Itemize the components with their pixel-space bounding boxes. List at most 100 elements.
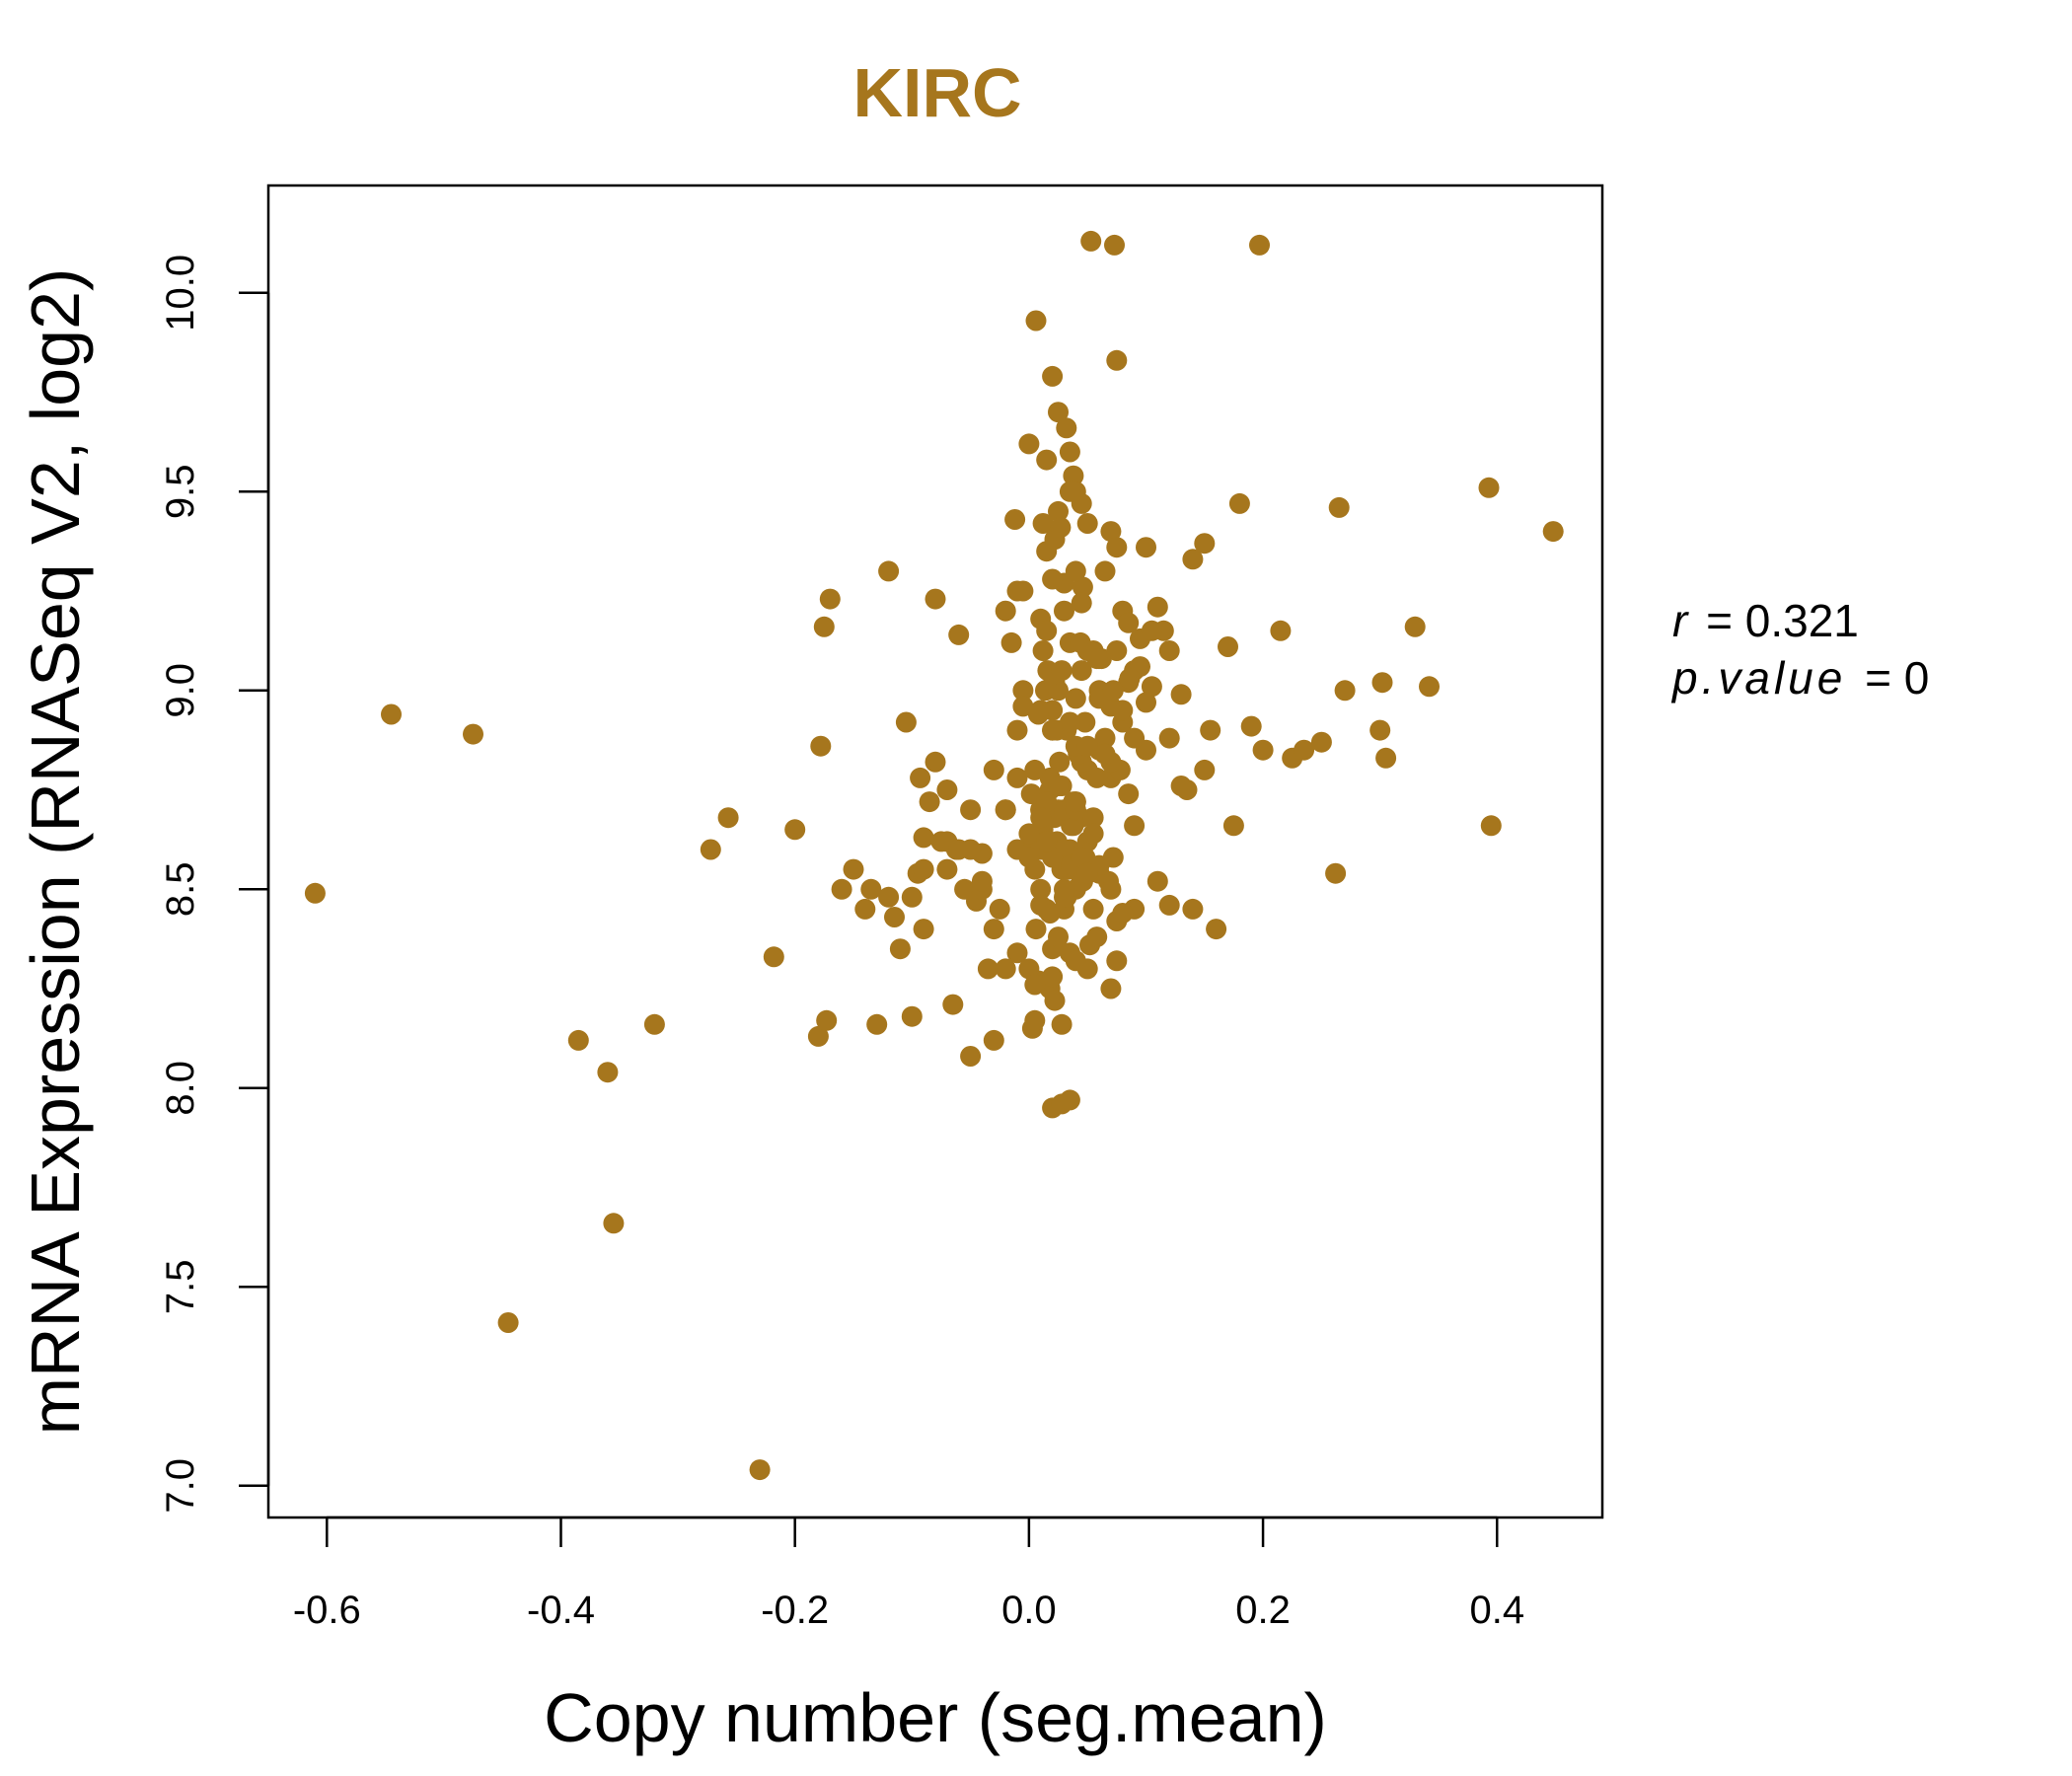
data-point <box>1025 310 1047 332</box>
y-tick-label: 7.0 <box>159 1458 202 1514</box>
data-point <box>763 946 784 968</box>
data-point <box>1112 903 1134 924</box>
data-point <box>854 898 876 920</box>
data-point <box>1082 898 1104 920</box>
data-point <box>960 799 982 821</box>
data-point <box>1006 767 1028 788</box>
chart-title: KIRC <box>852 54 1021 131</box>
x-axis-title: Copy number (seg.mean) <box>544 1679 1327 1756</box>
data-point <box>1018 433 1040 455</box>
data-point <box>1294 739 1315 761</box>
data-point <box>1030 894 1052 916</box>
y-tick-label: 10.0 <box>159 255 202 332</box>
data-point <box>1222 815 1244 837</box>
data-point <box>1020 783 1042 805</box>
data-point <box>1119 668 1141 690</box>
data-point <box>1170 776 1192 796</box>
y-tick-label: 9.0 <box>159 663 202 718</box>
data-point <box>995 799 1016 821</box>
data-point <box>1419 676 1440 698</box>
data-point <box>1048 776 1069 796</box>
data-point <box>1059 481 1080 502</box>
data-point <box>1086 767 1108 788</box>
data-point <box>1118 783 1140 805</box>
data-point <box>1012 580 1034 602</box>
y-tick-label: 7.5 <box>159 1259 202 1314</box>
data-point <box>717 807 739 829</box>
data-point <box>895 711 917 733</box>
data-point <box>1071 592 1092 614</box>
data-point <box>1106 640 1128 661</box>
data-point <box>1065 791 1086 813</box>
data-point <box>960 839 982 860</box>
data-point <box>1206 919 1227 940</box>
data-point <box>983 919 1004 940</box>
data-point <box>1141 676 1162 698</box>
data-point <box>995 600 1016 622</box>
data-point <box>1082 823 1104 845</box>
data-point <box>1059 711 1080 733</box>
data-point <box>925 588 946 610</box>
data-point <box>936 858 958 880</box>
data-point <box>1024 974 1046 996</box>
data-point <box>1371 672 1393 694</box>
data-point <box>1334 680 1356 702</box>
data-point <box>1375 747 1397 769</box>
data-point <box>497 1312 519 1333</box>
data-point <box>1480 815 1502 837</box>
data-point <box>1036 449 1058 471</box>
data-point <box>1004 509 1026 530</box>
data-point <box>304 882 326 904</box>
data-point <box>1071 847 1092 868</box>
data-point <box>819 588 841 610</box>
data-point <box>1158 727 1180 749</box>
y-tick-label: 8.0 <box>159 1061 202 1116</box>
data-point <box>913 919 934 940</box>
plot-frame <box>266 184 1604 1519</box>
y-axis-title: mRNA Expression (RNASeq V2, log2) <box>17 268 94 1436</box>
data-point <box>913 858 934 880</box>
data-point <box>1076 862 1098 884</box>
data-point <box>1270 620 1292 641</box>
data-point <box>831 878 852 900</box>
data-point <box>597 1062 619 1083</box>
data-point <box>1194 533 1216 555</box>
x-tick-label: -0.6 <box>293 1589 361 1632</box>
data-point <box>700 839 721 860</box>
r-label: r <box>1672 595 1689 646</box>
x-axis: -0.6 -0.4 -0.2 0.0 0.2 0.4 <box>293 1516 1524 1632</box>
svg-text:p.value = 0: p.value = 0 <box>1670 652 1929 703</box>
data-point <box>1106 950 1128 972</box>
data-point <box>1136 537 1156 558</box>
data-point <box>1228 492 1250 514</box>
data-point <box>749 1459 771 1481</box>
p-value: 0 <box>1904 652 1930 703</box>
x-tick-label: 0.0 <box>1001 1589 1057 1632</box>
data-point <box>1086 926 1108 948</box>
data-point <box>878 560 900 582</box>
data-point <box>1042 719 1064 741</box>
data-point <box>1252 739 1274 761</box>
data-point <box>1170 684 1192 705</box>
data-point <box>463 723 483 745</box>
data-point <box>1118 612 1140 633</box>
data-point <box>919 791 940 813</box>
data-point <box>925 751 946 773</box>
data-point <box>1218 636 1238 657</box>
data-point <box>1102 680 1124 702</box>
data-point <box>810 735 832 757</box>
data-point <box>1141 620 1162 641</box>
data-point <box>1182 549 1204 570</box>
data-point <box>567 1029 589 1051</box>
data-point <box>1018 823 1040 845</box>
data-point <box>813 616 835 637</box>
data-point <box>960 1046 982 1067</box>
data-point <box>1200 719 1221 741</box>
x-tick-label: -0.4 <box>527 1589 595 1632</box>
data-point <box>989 898 1010 920</box>
data-point <box>1030 878 1052 900</box>
data-point <box>784 819 806 841</box>
x-tick-label: 0.4 <box>1469 1589 1524 1632</box>
x-tick-label: -0.2 <box>761 1589 829 1632</box>
data-point <box>942 994 964 1015</box>
